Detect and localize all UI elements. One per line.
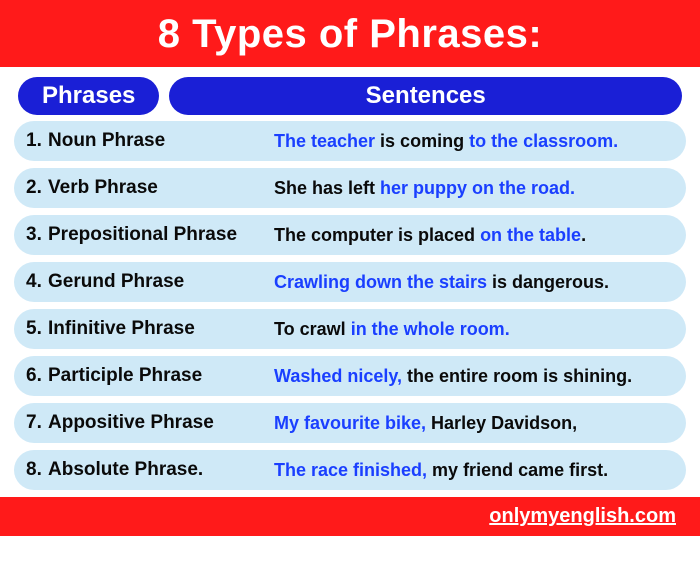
sentence-cell: To crawl in the whole room. <box>274 319 670 340</box>
plain-text: To crawl <box>274 319 351 339</box>
phrase-cell: 1.Noun Phrase <box>26 130 274 152</box>
table-row: 3.Prepositional PhraseThe computer is pl… <box>14 215 686 255</box>
highlight-text: Washed nicely, <box>274 366 402 386</box>
sentences-header-pill: Sentences <box>169 77 682 115</box>
plain-text: . <box>581 225 586 245</box>
row-number: 3. <box>26 224 46 246</box>
phrase-name: Appositive Phrase <box>48 412 214 434</box>
table-row: 7.Appositive PhraseMy favourite bike, Ha… <box>14 403 686 443</box>
highlight-text: to the classroom. <box>469 131 618 151</box>
table-row: 5.Infinitive PhraseTo crawl in the whole… <box>14 309 686 349</box>
phrase-cell: 7.Appositive Phrase <box>26 412 274 434</box>
plain-text: the entire room is shining. <box>402 366 632 386</box>
phrase-name: Absolute Phrase. <box>48 459 203 481</box>
sentence-cell: The teacher is coming to the classroom. <box>274 131 670 152</box>
sentence-cell: The race finished, my friend came first. <box>274 460 670 481</box>
phrase-name: Infinitive Phrase <box>48 318 195 340</box>
table-row: 4.Gerund PhraseCrawling down the stairs … <box>14 262 686 302</box>
phrase-cell: 5.Infinitive Phrase <box>26 318 274 340</box>
sentence-cell: The computer is placed on the table. <box>274 225 670 246</box>
highlight-text: My favourite bike, <box>274 413 426 433</box>
column-header-row: Phrases Sentences <box>0 67 700 121</box>
plain-text: is coming <box>375 131 469 151</box>
phrase-cell: 2.Verb Phrase <box>26 177 274 199</box>
highlight-text: on the table <box>480 225 581 245</box>
row-number: 2. <box>26 177 46 199</box>
row-number: 1. <box>26 130 46 152</box>
plain-text: my friend came first. <box>427 460 608 480</box>
plain-text: Harley Davidson, <box>426 413 577 433</box>
phrase-cell: 6.Participle Phrase <box>26 365 274 387</box>
phrase-cell: 4.Gerund Phrase <box>26 271 274 293</box>
phrase-name: Gerund Phrase <box>48 271 184 293</box>
plain-text: is dangerous. <box>487 272 609 292</box>
page-title: 8 Types of Phrases: <box>0 0 700 67</box>
footer-link[interactable]: onlymyenglish.com <box>0 497 700 536</box>
phrase-cell: 8.Absolute Phrase. <box>26 459 274 481</box>
sentence-cell: Washed nicely, the entire room is shinin… <box>274 366 670 387</box>
phrases-header-pill: Phrases <box>18 77 159 115</box>
row-number: 5. <box>26 318 46 340</box>
table-row: 1.Noun PhraseThe teacher is coming to th… <box>14 121 686 161</box>
row-number: 6. <box>26 365 46 387</box>
highlight-text: in the whole room. <box>351 319 510 339</box>
phrase-name: Participle Phrase <box>48 365 202 387</box>
rows-container: 1.Noun PhraseThe teacher is coming to th… <box>0 121 700 490</box>
highlight-text: The race finished, <box>274 460 427 480</box>
sentence-cell: Crawling down the stairs is dangerous. <box>274 272 670 293</box>
row-number: 8. <box>26 459 46 481</box>
phrase-cell: 3.Prepositional Phrase <box>26 224 274 246</box>
row-number: 4. <box>26 271 46 293</box>
highlight-text: her puppy on the road. <box>380 178 575 198</box>
phrase-name: Prepositional Phrase <box>48 224 237 246</box>
phrase-name: Noun Phrase <box>48 130 165 152</box>
plain-text: The computer is placed <box>274 225 480 245</box>
row-number: 7. <box>26 412 46 434</box>
phrase-name: Verb Phrase <box>48 177 158 199</box>
sentence-cell: My favourite bike, Harley Davidson, <box>274 413 670 434</box>
table-row: 8.Absolute Phrase.The race finished, my … <box>14 450 686 490</box>
sentence-cell: She has left her puppy on the road. <box>274 178 670 199</box>
plain-text: She has left <box>274 178 380 198</box>
table-row: 2.Verb PhraseShe has left her puppy on t… <box>14 168 686 208</box>
highlight-text: The teacher <box>274 131 375 151</box>
table-row: 6.Participle PhraseWashed nicely, the en… <box>14 356 686 396</box>
highlight-text: Crawling down the stairs <box>274 272 487 292</box>
